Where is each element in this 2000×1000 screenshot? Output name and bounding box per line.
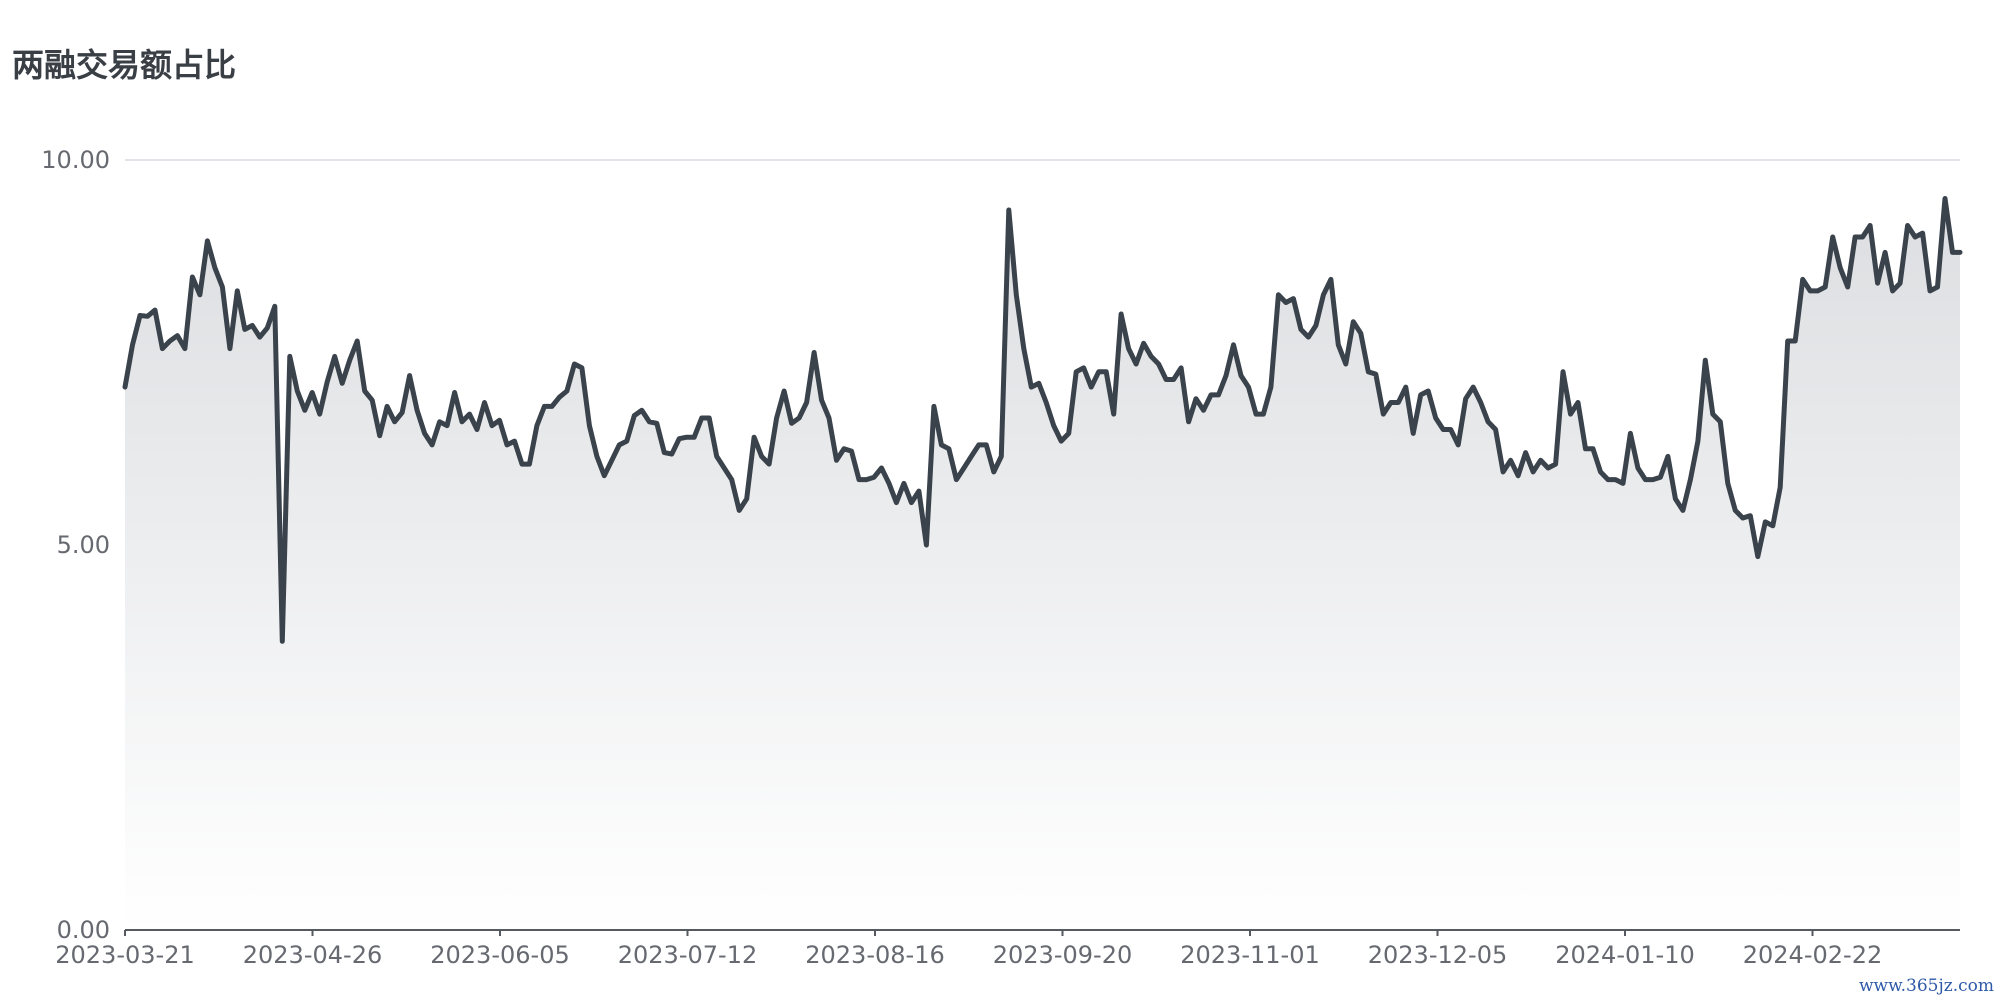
x-tick-label: 2023-08-16 xyxy=(805,941,944,969)
x-tick-label: 2023-12-05 xyxy=(1368,941,1507,969)
y-tick-label: 10.00 xyxy=(41,146,110,174)
x-tick-label: 2024-01-10 xyxy=(1555,941,1694,969)
y-tick-label: 5.00 xyxy=(57,531,110,559)
x-tick-label: 2023-07-12 xyxy=(618,941,757,969)
x-tick-label: 2024-02-22 xyxy=(1743,941,1882,969)
x-tick-label: 2023-09-20 xyxy=(993,941,1132,969)
x-tick-label: 2023-04-26 xyxy=(243,941,382,969)
y-axis-ticks: 0.00 5.00 10.00 xyxy=(41,146,110,944)
x-tick-label: 2023-06-05 xyxy=(430,941,569,969)
x-tick-label: 2023-11-01 xyxy=(1180,941,1319,969)
series-area xyxy=(125,198,1960,930)
chart-title: 两融交易额占比 xyxy=(12,46,237,84)
x-axis-ticks: 2023-03-21 2023-04-26 2023-06-05 2023-07-12… xyxy=(55,930,1882,969)
watermark: www.365jz.com xyxy=(1859,976,1994,996)
x-tick-label: 2023-03-21 xyxy=(55,941,194,969)
series-line xyxy=(122,196,1963,644)
y-tick-label: 0.00 xyxy=(57,916,110,944)
